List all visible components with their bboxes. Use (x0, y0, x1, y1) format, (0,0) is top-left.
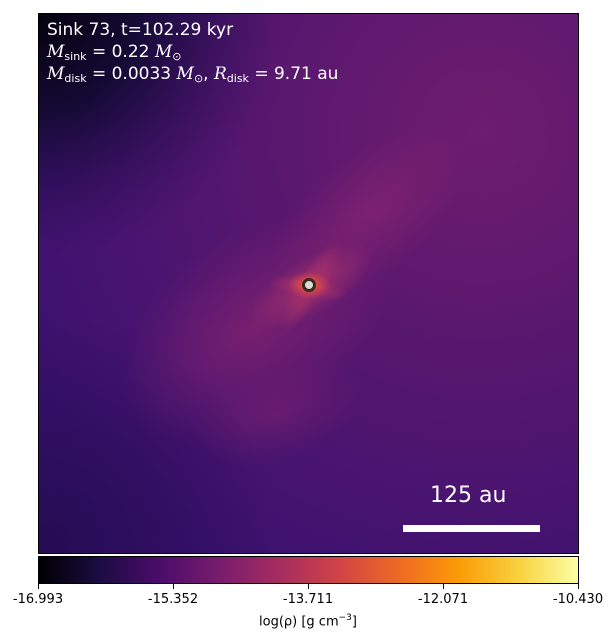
colorbar-tick-label: -15.352 (147, 592, 199, 607)
density-map (38, 13, 579, 554)
sink-mass: Msink = 0.22 M⊙ (47, 42, 182, 63)
sink-info: Sink 73, t=102.29 kyr (47, 20, 234, 40)
colorbar-tick-label: -12.071 (417, 592, 469, 607)
colorbar-tick-label: -16.993 (12, 592, 64, 607)
colorbar-tick-label: -10.430 (552, 592, 604, 607)
colorbar (38, 556, 579, 584)
density-image (39, 14, 578, 553)
colorbar-tick (578, 584, 579, 589)
colorbar-label: log(ρ) [g cm−3] (259, 613, 357, 630)
colorbar-tick (38, 584, 39, 589)
scale-bar-label: 125 au (430, 483, 507, 508)
colorbar-tick-label: -13.711 (282, 592, 334, 607)
disk-info: Mdisk = 0.0033 M⊙, Rdisk = 9.71 au (47, 64, 339, 85)
colorbar-tick (173, 584, 174, 589)
colorbar-tick (443, 584, 444, 589)
colorbar-tick (308, 584, 309, 589)
sink-marker (302, 278, 316, 292)
scale-bar (403, 525, 540, 532)
